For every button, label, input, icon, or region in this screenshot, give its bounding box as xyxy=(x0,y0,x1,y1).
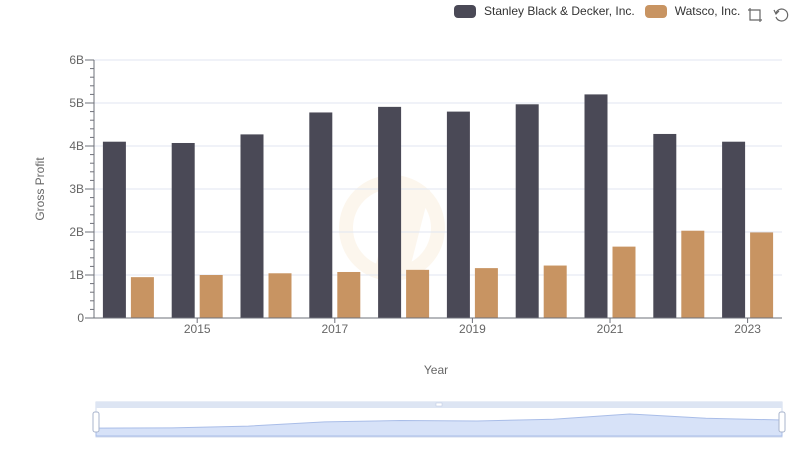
y-tick-label: 0 xyxy=(77,311,84,325)
legend: Stanley Black & Decker, Inc. Watsco, Inc… xyxy=(454,4,750,18)
y-tick-labels: 0 1B 2B 3B 4B 5B 6B xyxy=(69,53,94,325)
legend-label-stanley: Stanley Black & Decker, Inc. xyxy=(484,4,635,18)
slider-left-handle[interactable] xyxy=(92,411,100,433)
toolbox xyxy=(747,7,799,23)
bar-watsco-2022[interactable] xyxy=(681,230,705,318)
x-tick-label: 2021 xyxy=(597,322,624,336)
legend-item-stanley[interactable]: Stanley Black & Decker, Inc. xyxy=(454,4,635,18)
zoom-icon[interactable] xyxy=(747,7,763,23)
bar-stanley-2014[interactable] xyxy=(102,141,126,318)
legend-label-watsco: Watsco, Inc. xyxy=(674,4,741,18)
x-tick-label: 2015 xyxy=(184,322,211,336)
bar-watsco-2021[interactable] xyxy=(612,246,636,318)
bar-watsco-2023[interactable] xyxy=(750,232,774,318)
bar-stanley-2016[interactable] xyxy=(240,134,264,318)
x-tick-labels: 2015 2017 2019 2021 2023 xyxy=(184,318,761,336)
y-tick-label: 5B xyxy=(69,96,84,110)
legend-swatch-stanley xyxy=(454,4,476,18)
x-axis-title: Year xyxy=(424,363,448,377)
y-tick-label: 1B xyxy=(69,268,84,282)
bar-watsco-2018[interactable] xyxy=(406,269,430,318)
bar-stanley-2020[interactable] xyxy=(515,104,539,318)
y-tick-label: 2B xyxy=(69,225,84,239)
bar-watsco-2015[interactable] xyxy=(199,275,223,318)
bar-stanley-2017[interactable] xyxy=(309,112,333,319)
bar-stanley-2021[interactable] xyxy=(584,94,608,319)
datazoom-slider[interactable] xyxy=(92,401,786,438)
legend-item-watsco[interactable]: Watsco, Inc. xyxy=(644,4,741,18)
y-axis-title: Gross Profit xyxy=(33,157,47,221)
bar-watsco-2020[interactable] xyxy=(543,265,567,318)
restore-icon[interactable] xyxy=(773,7,789,23)
bar-stanley-2018[interactable] xyxy=(378,106,402,319)
slider-right-handle[interactable] xyxy=(778,411,786,433)
x-tick-label: 2019 xyxy=(459,322,486,336)
legend-swatch-watsco xyxy=(644,4,667,18)
slider-move-handle[interactable] xyxy=(435,402,443,407)
x-tick-label: 2023 xyxy=(734,322,761,336)
bars xyxy=(102,94,774,319)
y-tick-label: 3B xyxy=(69,182,84,196)
x-tick-label: 2017 xyxy=(321,322,348,336)
bar-stanley-2023[interactable] xyxy=(722,141,746,318)
bar-stanley-2015[interactable] xyxy=(171,142,195,318)
bar-watsco-2017[interactable] xyxy=(337,271,361,318)
y-tick-label: 6B xyxy=(69,53,84,67)
y-tick-label: 4B xyxy=(69,139,84,153)
bar-watsco-2019[interactable] xyxy=(474,268,498,318)
bar-watsco-2016[interactable] xyxy=(268,273,292,318)
bar-stanley-2019[interactable] xyxy=(446,111,470,318)
bar-watsco-2014[interactable] xyxy=(130,277,154,318)
bar-stanley-2022[interactable] xyxy=(653,133,677,318)
